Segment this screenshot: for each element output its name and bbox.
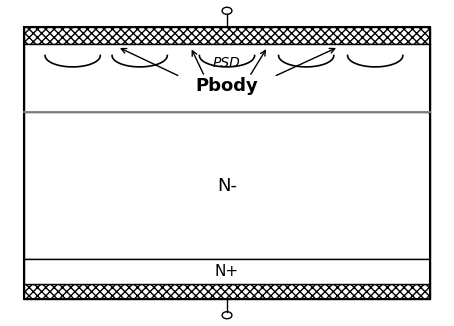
- Bar: [24, 112, 430, 259]
- Bar: [24, 284, 430, 299]
- Text: Pbody: Pbody: [196, 77, 258, 95]
- Bar: [24, 27, 430, 44]
- Bar: [24, 44, 430, 112]
- Text: PSD: PSD: [213, 56, 241, 70]
- Bar: [24, 27, 430, 299]
- Bar: [24, 259, 430, 284]
- Text: N+: N+: [215, 264, 239, 279]
- Text: N-: N-: [217, 177, 237, 195]
